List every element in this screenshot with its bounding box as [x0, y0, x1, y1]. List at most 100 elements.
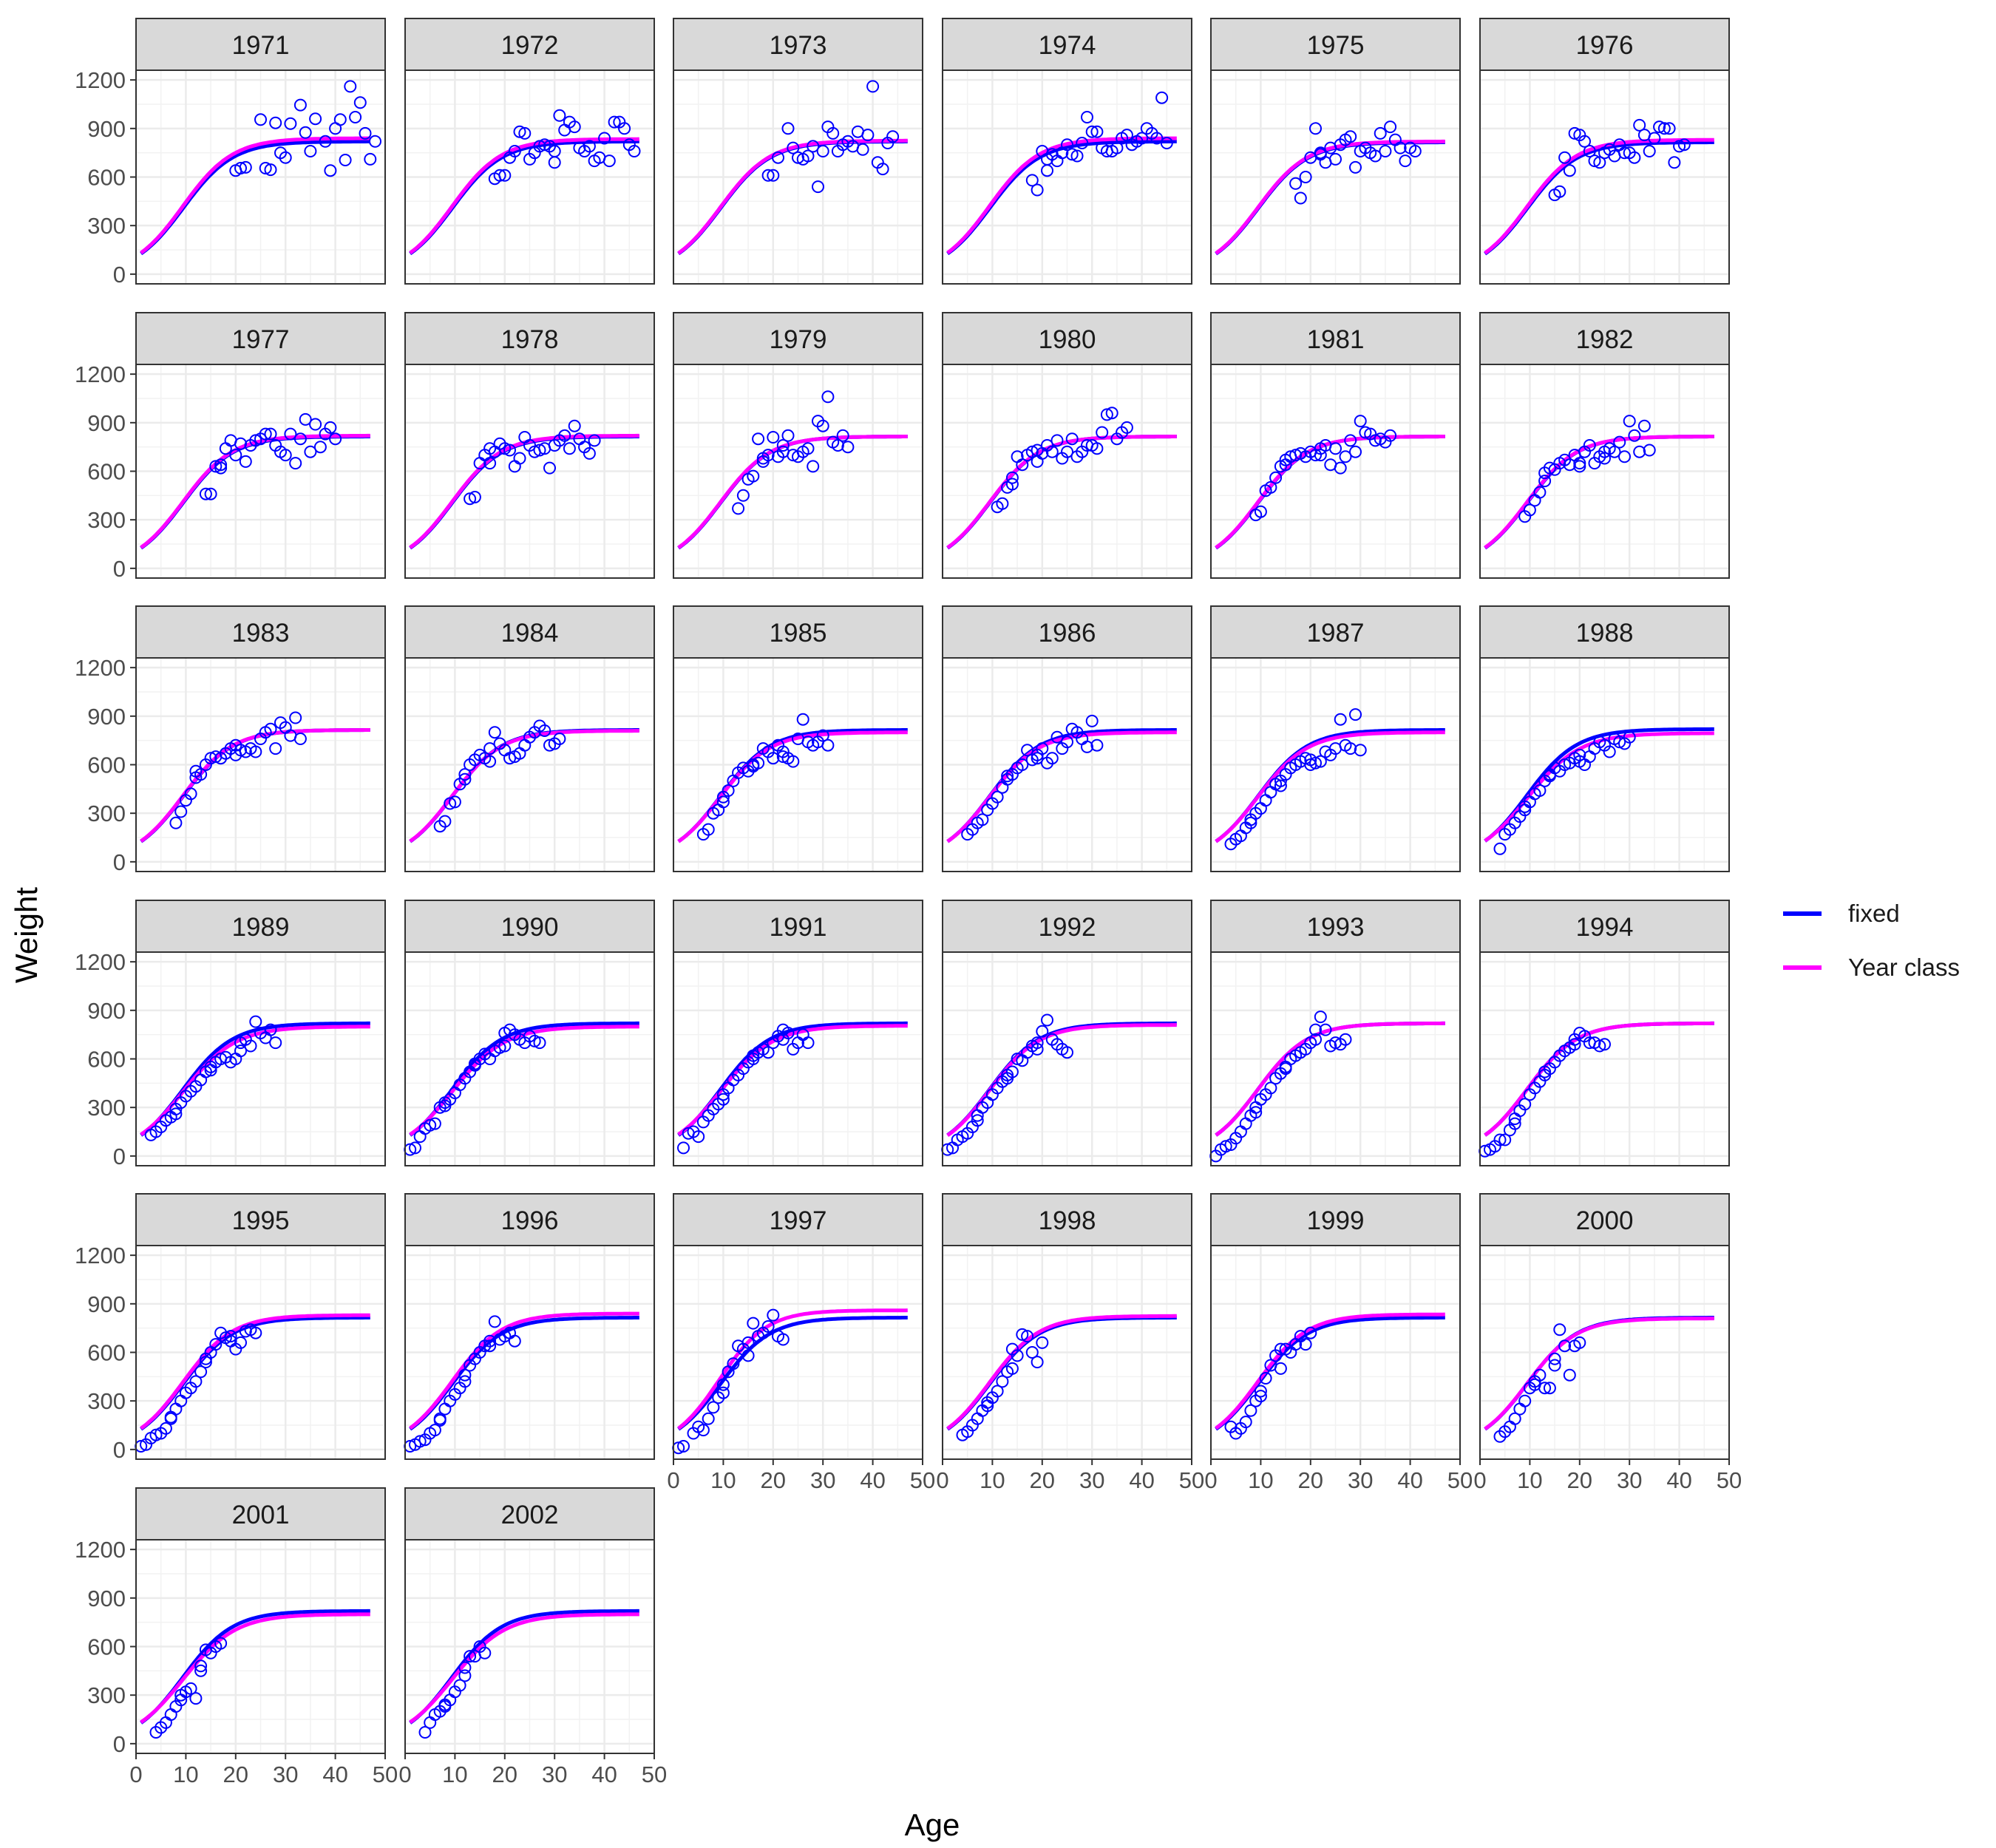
data-point: [1628, 151, 1641, 164]
data-point: [458, 768, 472, 781]
facet-strip: [1210, 312, 1461, 365]
data-point: [229, 748, 242, 761]
data-point: [841, 135, 855, 148]
data-point: [1100, 408, 1113, 421]
data-point: [189, 1692, 203, 1705]
data-point: [503, 752, 516, 765]
data-point: [1041, 164, 1053, 177]
data-point: [736, 489, 750, 502]
data-point: [1349, 708, 1362, 721]
data-point: [249, 434, 262, 447]
data-point: [836, 429, 849, 442]
data-point: [741, 1336, 755, 1349]
facet-panel: 1979: [672, 312, 924, 579]
data-point: [1036, 1025, 1049, 1038]
panel-border: [1210, 1245, 1461, 1460]
data-point: [747, 760, 760, 773]
data-point: [194, 1664, 208, 1677]
data-point: [1011, 1053, 1024, 1065]
data-point: [194, 1365, 208, 1379]
data-point: [503, 444, 516, 457]
data-point: [1538, 475, 1552, 488]
x-tick-label: 30: [1079, 1467, 1104, 1493]
data-point: [1061, 445, 1073, 458]
facet-strip: [404, 900, 655, 953]
panel-border: [404, 69, 655, 285]
data-point: [1548, 1359, 1561, 1372]
facet-panel: 2002 0 10 20 30 40 50: [398, 1487, 667, 1787]
facet-strip-label: 1987: [1307, 619, 1365, 648]
facet-strip-label: 1971: [232, 31, 290, 60]
data-point: [453, 1679, 466, 1692]
data-point: [841, 441, 855, 454]
data-point: [821, 738, 835, 752]
x-tick-label: 40: [1666, 1467, 1691, 1493]
facet-strip-label: 1992: [1039, 913, 1096, 942]
facet-strip: [942, 312, 1192, 365]
data-point: [1329, 442, 1342, 455]
panel-border: [1479, 951, 1730, 1166]
facet-strip-label: 1998: [1039, 1206, 1096, 1235]
facet-strip: [1479, 312, 1730, 365]
fixed-curve: [677, 1316, 908, 1431]
data-point: [159, 1421, 172, 1435]
data-point: [269, 1036, 282, 1050]
data-point: [478, 1646, 492, 1660]
data-point: [598, 132, 611, 145]
facet-panel: 1998 0 10 20 30 40 50: [936, 1193, 1204, 1493]
y-tick-label: 0: [113, 849, 126, 875]
x-tick-label: 30: [273, 1762, 298, 1787]
data-point: [1498, 1133, 1512, 1146]
facet-panel: 1976: [1479, 18, 1731, 285]
facet-strip: [673, 312, 923, 365]
y-tick-label: 600: [87, 1047, 126, 1073]
data-point: [1050, 434, 1064, 447]
data-point: [1254, 1390, 1267, 1403]
data-point: [747, 1053, 760, 1065]
data-point: [1254, 505, 1267, 518]
data-point: [1011, 1349, 1024, 1362]
data-point: [1001, 772, 1014, 786]
y-tick-label: 1200: [75, 1537, 126, 1563]
data-point: [1563, 458, 1576, 472]
panel-border: [1479, 364, 1730, 579]
data-point: [1070, 149, 1084, 163]
data-point: [602, 154, 616, 168]
data-point: [1593, 156, 1606, 169]
data-point: [1061, 736, 1073, 749]
data-point: [1543, 1382, 1556, 1395]
x-tick-label: 0: [936, 1467, 948, 1493]
data-point: [1021, 1330, 1034, 1343]
data-point: [1623, 415, 1636, 428]
year-class-curve: [1215, 139, 1445, 255]
data-point: [1016, 458, 1029, 472]
data-point: [424, 1118, 437, 1132]
y-tick-label: 1200: [75, 67, 126, 93]
data-point: [1005, 478, 1019, 491]
data-point: [1279, 1062, 1292, 1076]
data-point: [741, 1349, 755, 1362]
data-point: [1031, 1036, 1044, 1050]
facet-strip-label: 1995: [232, 1206, 290, 1235]
data-point: [299, 126, 312, 139]
data-point: [1339, 450, 1352, 463]
data-point: [199, 1356, 212, 1369]
data-point: [716, 790, 730, 804]
facet-panel: 1991: [672, 900, 924, 1166]
year-class-curve: [1484, 731, 1714, 843]
data-point: [1384, 429, 1397, 442]
data-point: [1573, 748, 1586, 761]
data-point: [1065, 148, 1079, 161]
data-point: [1136, 132, 1149, 145]
data-point: [1518, 1098, 1532, 1111]
data-point: [563, 442, 576, 455]
data-point: [433, 1414, 447, 1427]
y-tick-label: 600: [87, 165, 126, 191]
data-point: [239, 160, 252, 174]
data-point: [1628, 429, 1641, 442]
data-point: [816, 419, 829, 432]
data-point: [772, 151, 784, 164]
data-point: [174, 1688, 188, 1702]
data-point: [359, 126, 372, 140]
